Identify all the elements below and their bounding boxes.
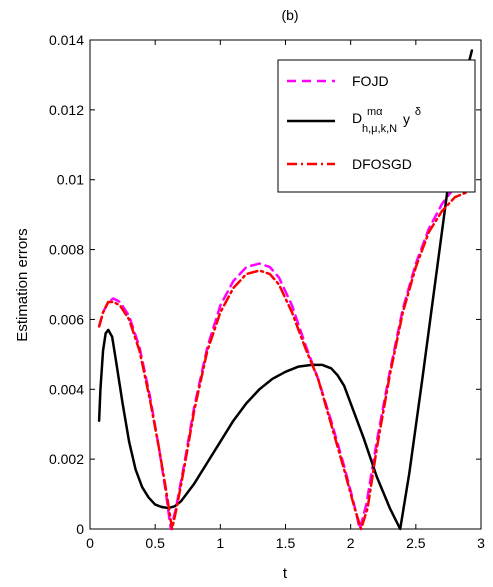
y-tick-label: 0.004 bbox=[49, 381, 84, 397]
x-tick-label: 3 bbox=[477, 535, 485, 551]
x-tick-label: 2.5 bbox=[406, 535, 426, 551]
series-line-0 bbox=[97, 171, 470, 531]
legend-d-delta: δ bbox=[415, 106, 421, 118]
series-lines bbox=[97, 49, 474, 531]
y-tick-label: 0.006 bbox=[49, 311, 84, 327]
y-tick-label: 0 bbox=[76, 521, 84, 537]
x-axis-ticks: 0 0.5 1 1.5 2 2.5 3 bbox=[86, 40, 485, 551]
x-tick-label: 2 bbox=[347, 535, 355, 551]
legend-d-sub: h,μ,k,N bbox=[362, 123, 397, 135]
y-axis-ticks: 0 0.002 0.004 0.006 0.008 0.01 0.012 0.014 bbox=[49, 32, 481, 537]
y-tick-label: 0.01 bbox=[57, 172, 84, 188]
legend-d-main: D bbox=[352, 110, 362, 126]
y-axis-label: Estimation errors bbox=[14, 228, 31, 341]
chart-title: (b) bbox=[281, 7, 298, 23]
y-tick-label: 0.008 bbox=[49, 242, 84, 258]
x-tick-label: 1 bbox=[216, 535, 224, 551]
x-tick-label: 1.5 bbox=[276, 535, 296, 551]
series-line-2 bbox=[97, 188, 474, 531]
legend-label-dfosgd: DFOSGD bbox=[352, 156, 412, 172]
x-tick-label: 0 bbox=[86, 535, 94, 551]
legend-d-y: y bbox=[403, 111, 410, 127]
legend-d-sup: mα bbox=[367, 106, 383, 118]
y-tick-label: 0.002 bbox=[49, 451, 84, 467]
y-tick-label: 0.014 bbox=[49, 32, 84, 48]
x-axis-label: t bbox=[283, 565, 288, 582]
series-line-1 bbox=[97, 49, 474, 531]
legend-label-d-operator: D mα h,μ,k,N y δ bbox=[352, 102, 421, 135]
x-tick-label: 0.5 bbox=[145, 535, 165, 551]
legend-label-fojd: FOJD bbox=[352, 73, 389, 89]
legend: FOJD D mα h,μ,k,N y δ DFOSGD bbox=[277, 59, 476, 193]
y-tick-label: 0.012 bbox=[49, 102, 84, 118]
